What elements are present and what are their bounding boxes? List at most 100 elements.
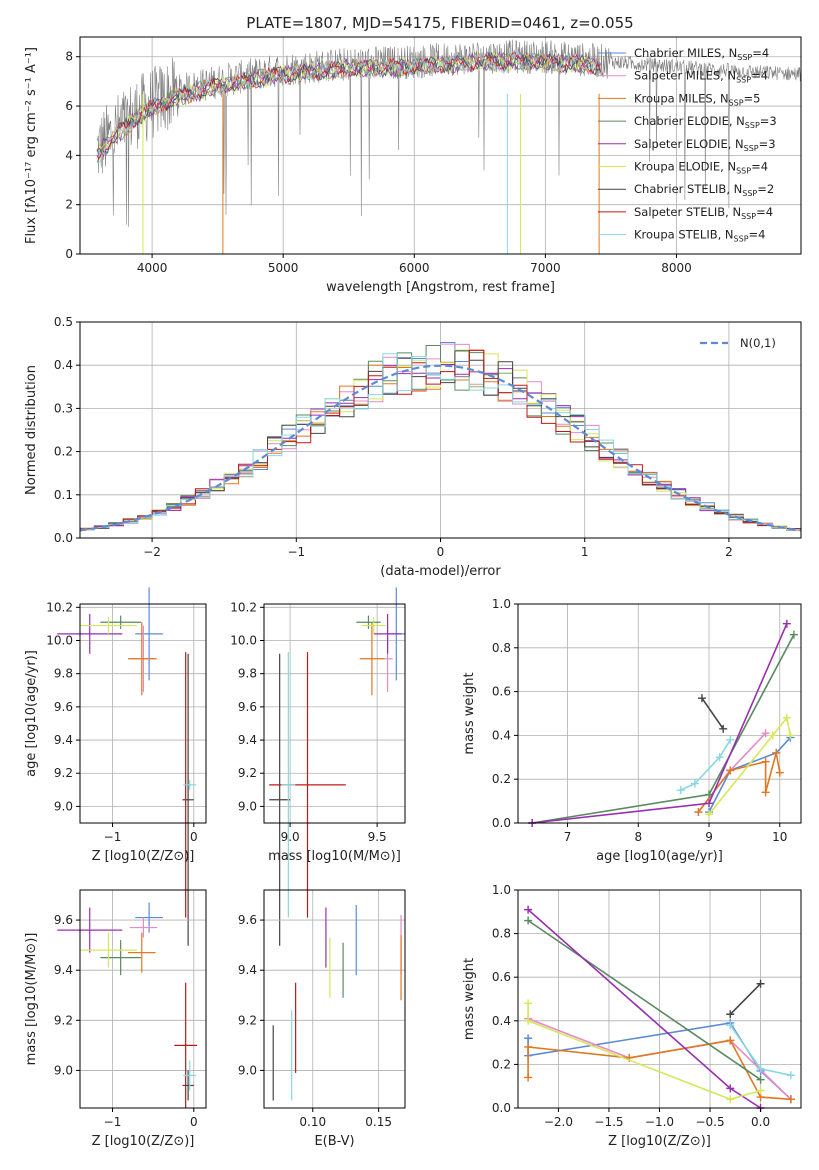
y-tick-label: 0.4 [54,358,73,372]
x-tick-label: 0 [437,545,445,559]
axes-frame [79,36,802,255]
x-axis-label: Z [log10(Z/Z⊙)] [92,1134,195,1149]
legend-value: =4 [756,205,773,219]
weight-point-marker [756,979,765,988]
weight-series-line [527,1039,791,1101]
legend-label: Salpeter MILES, NSSP=4 [634,69,768,85]
x-tick-label: −0.5 [695,1115,724,1129]
y-tick-label: 4 [65,148,73,162]
weight-point-marker [726,1095,735,1104]
x-tick-label: −2.0 [544,1115,573,1129]
y-tick-label: 10.2 [46,600,73,614]
weight-point-marker [782,713,791,722]
legend-subscript: SSP [729,98,744,107]
legend-value: =4 [751,69,768,83]
y-tick-label: 10.2 [230,600,257,614]
y-tick-label: 9.0 [54,1063,73,1077]
x-tick-label: 10 [772,830,787,844]
x-tick-label: 4000 [137,261,168,275]
legend-subscript: SSP [742,189,757,198]
weight-point-marker [705,799,714,808]
y-tick-label: 1.0 [492,883,511,897]
weight-point-marker [756,1086,765,1095]
weight-series-line [708,737,791,813]
x-axis-label: mass [log10(M/M⊙)] [268,849,401,864]
x-tick-label: −1 [104,830,122,844]
weight-series-line [701,697,724,730]
model-spectrum-line [96,50,601,152]
weight-point-marker [697,694,706,703]
legend-value: =2 [757,182,774,196]
legend-label: Kroupa MILES, NSSP=5 [634,91,760,107]
x-axis-label: E(B-V) [314,1134,354,1149]
x-tick-label: 9.5 [368,830,387,844]
y-tick-label: 1.0 [492,597,511,611]
y-tick-label: 0.8 [492,927,511,941]
legend-value: =4 [752,46,769,60]
y-tick-label: 9.8 [54,667,73,681]
y-tick-label: 0.4 [492,728,511,742]
y-tick-label: 8 [65,50,73,64]
x-tick-label: −1.0 [645,1115,674,1129]
y-tick-label: 9.0 [54,799,73,813]
mass-vs-ebv-plot: 0.10 0.15 9.0 9.2 9.4 9.6 E(B-V) [238,889,406,1149]
legend-label: Kroupa STELIB, NSSP=4 [634,228,765,244]
y-tick-label: 9.6 [54,913,73,927]
weight-point-marker [705,810,714,819]
weight-point-marker [726,1036,735,1045]
x-tick-label: 2 [725,545,733,559]
plot-area [79,342,802,532]
normal-distribution-curve [79,364,802,532]
x-tick-label: 0.0 [751,1115,770,1129]
weight-point-marker [524,1073,533,1082]
y-tick-label: 10.0 [46,634,73,648]
plot-area [528,619,798,827]
legend-label: Chabrier MILES, NSSP=4 [634,46,769,62]
weight-point-marker [786,1071,795,1080]
x-tick-label: 8 [634,830,642,844]
weight-point-marker [690,779,699,788]
weight-point-marker [524,1016,533,1025]
weight-point-marker [726,1010,735,1019]
y-tick-label: 0.4 [492,1014,511,1028]
weight-point-marker [761,757,770,766]
x-tick-label: −1 [104,1115,122,1129]
y-axis-label: mass [log10(M/M⊙)] [24,933,39,1066]
y-tick-label: 0.3 [54,401,73,415]
weight-point-marker [715,753,724,762]
weight-point-marker [756,1075,765,1084]
weight-point-marker [524,905,533,914]
plot-area [57,587,197,946]
weight-point-marker [524,916,533,925]
axes-frame [79,603,207,824]
y-axis-label: Flux [fλ10⁻¹⁷ erg cm⁻² s⁻¹ A⁻¹] [24,47,39,244]
model-spectrum-line [96,52,601,160]
y-tick-label: 9.2 [238,766,257,780]
weight-point-marker [775,768,784,777]
model-spectrum-line [96,51,601,164]
x-tick-label: 0.10 [299,1115,326,1129]
y-tick-label: 0.8 [492,641,511,655]
y-tick-label: 9.4 [54,733,73,747]
legend-value: =5 [744,91,761,105]
x-tick-label: 9 [705,830,713,844]
weight-series-line [531,634,795,824]
legend-label: Salpeter ELODIE, NSSP=3 [634,137,776,153]
y-axis-label: Normed distribution [24,365,39,495]
x-tick-label: 6000 [399,261,430,275]
y-tick-label: 9.2 [54,1013,73,1027]
y-tick-label: 6 [65,99,73,113]
y-tick-label: 0.1 [54,488,73,502]
x-tick-label: 8000 [661,261,692,275]
axes-frame [517,603,802,824]
weight-series-line [532,623,788,824]
weight-point-marker [786,731,795,740]
legend-subscript: SSP [736,76,751,85]
legend-value: =3 [759,137,776,151]
legend-value: =4 [751,160,768,174]
y-tick-label: 9.6 [238,700,257,714]
legend-subscript: SSP [741,212,756,221]
weight-point-marker [726,766,735,775]
x-tick-label: 0.15 [365,1115,392,1129]
y-tick-label: 0.0 [54,531,73,545]
